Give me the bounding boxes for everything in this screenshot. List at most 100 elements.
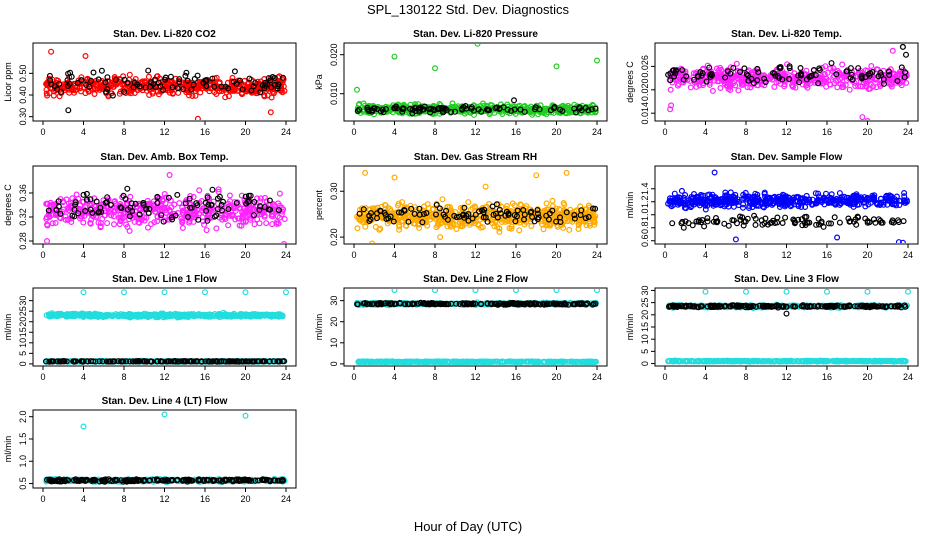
data-point [230,86,237,93]
data-point [508,107,515,114]
data-point [672,70,679,77]
y-axis-label: ml/min [625,192,635,219]
y-axis-label: ml/min [314,314,324,341]
outlier-point [242,289,249,296]
data-point [169,84,176,91]
data-point [57,88,64,95]
data-point [809,196,816,203]
data-point [704,215,711,222]
data-point [786,75,793,82]
data-point [833,71,840,78]
data-point [868,62,875,69]
data-point [745,77,752,84]
x-tick-label: 8 [743,250,748,260]
data-point [805,79,812,86]
data-point [813,221,820,228]
y-tick-label: 0.36 [18,184,28,202]
data-point [796,79,803,86]
outlier-point [864,118,871,120]
data-point [126,358,133,365]
data-point [99,83,106,90]
x-tick-label: 8 [432,372,437,382]
y-axis-label: ml/min [3,314,13,341]
data-point [356,210,363,217]
data-point [186,195,193,202]
data-point [717,84,724,91]
data-point [182,358,189,365]
x-tick-label: 4 [392,372,397,382]
data-point [356,100,363,107]
data-point [252,80,259,87]
outlier-point [44,238,50,243]
outlier-point [668,102,675,109]
data-point [727,64,734,71]
y-axis-label: kPa [314,74,324,90]
data-point [234,199,241,206]
data-point [89,209,96,216]
x-tick-label: 4 [703,250,708,260]
data-point [251,358,258,365]
data-point [276,214,283,221]
outlier-point [391,53,398,60]
data-point [752,190,759,197]
data-point [514,207,521,214]
data-point [701,223,708,230]
data-point [873,199,880,206]
data-point [731,199,738,206]
data-point [585,208,592,215]
y-tick-label: 0.026 [640,55,650,78]
data-point [97,204,104,211]
data-point [848,71,855,78]
data-point [354,225,361,232]
data-point [436,104,443,111]
points [665,44,910,120]
data-point [157,83,164,90]
data-point [192,92,199,99]
data-point [534,210,541,217]
data-point [104,194,111,201]
data-point [472,211,479,218]
data-point [480,214,487,221]
y-axis-label: Licor ppm [3,62,13,102]
data-point [48,312,55,319]
x-tick-label: 8 [121,372,126,382]
data-point [199,214,206,221]
data-point [78,77,85,84]
x-tick-label: 16 [511,372,521,382]
data-point [68,73,75,80]
data-point [788,197,795,204]
data-point [489,203,496,210]
points [42,289,290,365]
data-point [416,108,423,115]
data-point [374,215,381,222]
data-point [213,212,220,219]
data-point [518,202,525,209]
data-point [246,358,253,365]
data-point [829,68,836,75]
y-tick-label: 0.30 [329,182,339,200]
data-point [153,358,160,365]
data-point [433,201,440,208]
data-point [528,208,535,215]
data-point [175,358,182,365]
x-tick-label: 24 [281,372,291,382]
data-point [716,73,723,80]
data-point [174,191,181,198]
data-point [244,199,251,206]
data-point [797,195,804,202]
data-point [225,222,232,229]
data-point [737,68,744,75]
data-point [734,196,741,203]
data-point [786,65,793,72]
data-point [202,358,209,365]
data-point [535,214,542,221]
data-point [141,358,148,365]
data-point [488,206,495,213]
x-tick-label: 16 [822,127,832,137]
data-point [270,358,277,365]
x-tick-label: 0 [662,127,667,137]
data-point [399,108,406,115]
data-point [183,69,190,76]
data-point [179,225,186,232]
